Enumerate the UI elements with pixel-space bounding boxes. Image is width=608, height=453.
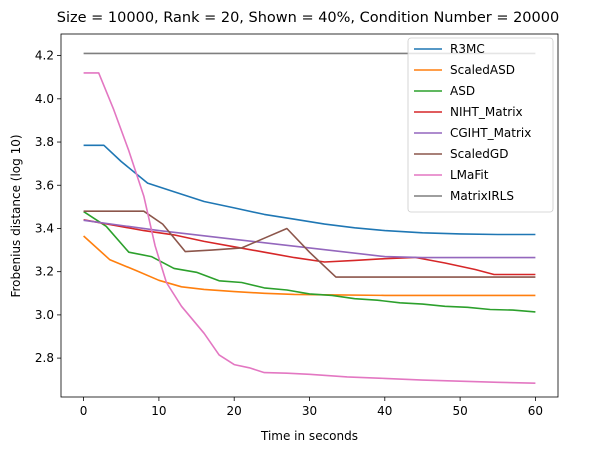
x-tick-label: 0 — [80, 404, 88, 418]
series-layer — [83, 52, 536, 384]
legend-label-r3mc: R3MC — [450, 42, 485, 56]
y-tick-label: 3.4 — [35, 221, 54, 235]
x-tick-label: 50 — [452, 404, 467, 418]
series-line-scaledasd — [83, 235, 536, 297]
series-line-lmafit — [83, 72, 536, 384]
legend-label-asd: ASD — [450, 84, 475, 98]
x-tick-label: 60 — [528, 404, 543, 418]
series-line-cgiht-matrix — [83, 219, 536, 259]
y-axis: 2.8 3.0 3.2 3.4 3.6 3.8 4.0 4.2 — [35, 49, 61, 365]
x-tick-label: 30 — [302, 404, 317, 418]
x-tick-label: 10 — [151, 404, 166, 418]
x-axis-label: Time in seconds — [260, 429, 358, 443]
chart-title: Size = 10000, Rank = 20, Shown = 40%, Co… — [57, 10, 559, 26]
legend-label-scaledgd: ScaledGD — [450, 147, 508, 161]
x-tick-label: 40 — [377, 404, 392, 418]
y-tick-label: 3.2 — [35, 265, 54, 279]
legend: R3MC ScaledASD ASD NIHT_Matrix CGIHT_Matrix S… — [407, 37, 554, 213]
x-axis: 0 10 20 30 40 50 60 — [80, 397, 543, 418]
y-tick-label: 3.0 — [35, 308, 54, 322]
series-line-niht-matrix — [83, 219, 536, 276]
legend-label-cgiht-matrix: CGIHT_Matrix — [450, 126, 531, 140]
y-tick-label: 2.8 — [35, 351, 54, 365]
series-line-r3mc — [83, 144, 536, 236]
legend-label-scaledasd: ScaledASD — [450, 63, 515, 77]
y-tick-label: 3.8 — [35, 135, 54, 149]
legend-label-lmafit: LMaFit — [450, 168, 489, 182]
y-axis-label: Frobenius distance (log 10) — [9, 134, 23, 297]
legend-label-niht-matrix: NIHT_Matrix — [450, 105, 523, 119]
x-tick-label: 20 — [227, 404, 242, 418]
y-tick-label: 4.0 — [35, 92, 54, 106]
legend-label-matrixirls: MatrixIRLS — [450, 189, 514, 203]
y-tick-label: 4.2 — [35, 49, 54, 63]
y-tick-label: 3.6 — [35, 178, 54, 192]
legend-box — [407, 37, 554, 213]
